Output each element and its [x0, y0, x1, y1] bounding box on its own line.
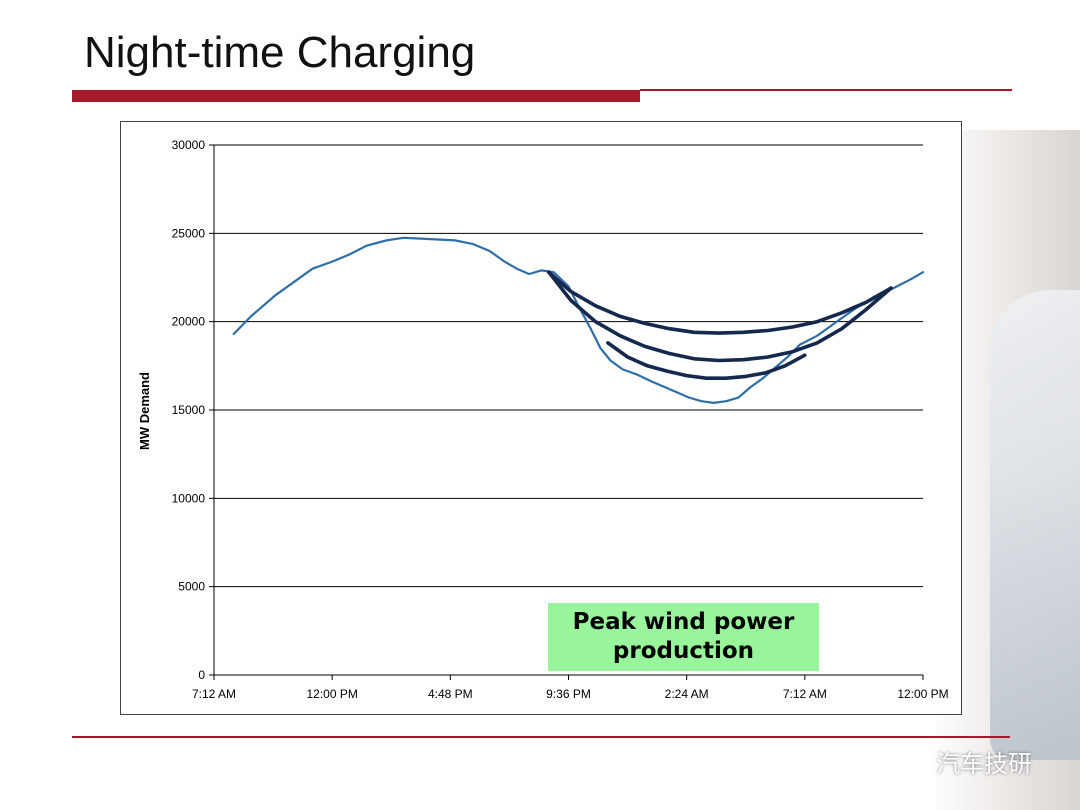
x-tick-label: 12:00 PM: [306, 687, 357, 701]
chart-frame: 0 5000 10000 15000 20000 25000 30000 7:12 AM 12:…: [120, 121, 962, 715]
title-underline-thin: [640, 89, 1012, 91]
gridlines: [214, 144, 923, 588]
series-line-charging-2: [546, 270, 893, 363]
y-tick-label: 10000: [172, 491, 206, 505]
x-tick-label: 9:36 PM: [546, 687, 591, 701]
x-tick-label: 7:12 AM: [783, 687, 827, 701]
annotation-line-1: Peak wind power: [572, 609, 795, 635]
y-tick-label: 15000: [172, 403, 206, 417]
watermark-text: 汽车技研: [936, 749, 1032, 778]
y-tick-label: 0: [198, 668, 205, 682]
annotation-line-2: production: [612, 638, 755, 664]
x-tick-label: 12:00 PM: [897, 687, 948, 701]
y-tick-label: 20000: [172, 315, 206, 329]
slide-title: Night-time Charging: [84, 28, 476, 77]
x-tick-label: 7:12 AM: [192, 687, 236, 701]
series-line-charging-3: [606, 341, 807, 381]
peak-wind-annotation: Peak wind power production: [548, 603, 819, 671]
x-tick-label: 4:48 PM: [428, 687, 473, 701]
x-tick-label: 2:24 AM: [665, 687, 709, 701]
y-tick-label: 5000: [178, 580, 205, 594]
wechat-icon: [874, 744, 923, 777]
y-tick-label: 25000: [172, 226, 206, 240]
series-lines: [232, 236, 925, 404]
footer-rule: [72, 736, 1010, 738]
y-tick-label: 30000: [172, 138, 206, 152]
watermark: 汽车技研: [872, 742, 1032, 780]
axes: 0 5000 10000 15000 20000 25000 30000 7:12 AM 12:…: [172, 138, 949, 701]
line-chart: 0 5000 10000 15000 20000 25000 30000 7:12 AM 12:…: [137, 138, 949, 701]
series-line-charging-1: [546, 270, 893, 335]
title-underline-thick: [72, 90, 640, 102]
y-axis-label: MW Demand: [137, 372, 152, 450]
background-car-image: [990, 290, 1080, 760]
